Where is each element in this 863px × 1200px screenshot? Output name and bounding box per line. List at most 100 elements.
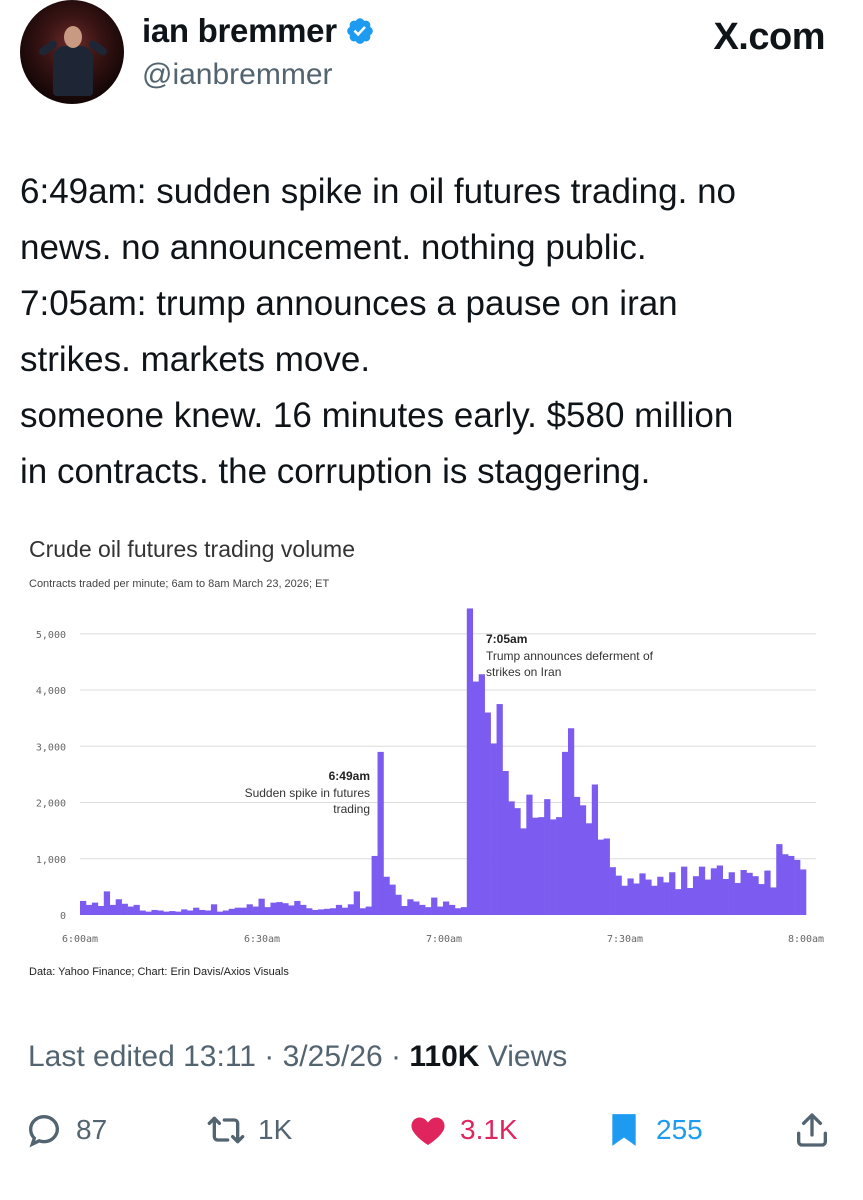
bar — [359, 908, 366, 915]
chart-source: Data: Yahoo Finance; Chart: Erin Davis/A… — [29, 966, 289, 978]
bar — [377, 751, 384, 916]
bar — [204, 910, 212, 915]
bar — [216, 911, 224, 916]
share-button[interactable] — [792, 1110, 832, 1150]
bar — [484, 712, 491, 915]
bar — [615, 875, 622, 916]
bar — [353, 891, 360, 916]
tweet-line: 7:05am: trump announces a pause on iran — [20, 284, 678, 323]
y-tick-label: 3,000 — [36, 742, 66, 753]
bar — [746, 872, 753, 915]
tweet-meta: Last edited 13:11 · 3/25/26 · 110K Views — [28, 1040, 567, 1074]
verified-badge-icon — [346, 18, 373, 44]
bar — [121, 903, 128, 915]
bar — [240, 907, 247, 915]
bar — [520, 828, 527, 916]
bar — [288, 905, 295, 915]
bar — [490, 743, 497, 915]
author-handle[interactable]: @ianbremmer — [142, 58, 333, 91]
tweet-line: 6:49am: sudden spike in oil futures trad… — [20, 172, 736, 211]
bar — [425, 907, 432, 916]
bar — [782, 854, 789, 915]
bar — [395, 894, 402, 915]
bar — [91, 902, 99, 916]
annotation-text: Trump announces deferment of — [486, 649, 654, 663]
annotation-time: 6:49am — [329, 769, 370, 783]
bar — [508, 801, 515, 916]
y-tick-label: 1,000 — [36, 855, 66, 866]
bar — [764, 870, 771, 915]
views-count: 110K — [409, 1040, 480, 1073]
bookmark-count: 255 — [656, 1114, 703, 1145]
volume-bar-chart: 0 1,000 2,000 3,000 4,000 5,000 6:00am 6:30am 7:… — [36, 608, 824, 945]
like-count: 3.1K — [460, 1114, 518, 1145]
bar — [794, 859, 801, 916]
bar — [127, 906, 134, 915]
bar — [306, 908, 313, 915]
bar — [222, 910, 230, 915]
action-bar: 87 1K 3.1K 255 — [20, 1110, 843, 1170]
y-tick-label: 5,000 — [36, 630, 66, 641]
bar — [669, 872, 676, 915]
author-name-row: ian bremmer — [142, 12, 375, 50]
bar — [657, 876, 664, 915]
tweet-line: in contracts. the corruption is staggeri… — [20, 452, 651, 491]
tweet-text: 6:49am: sudden spike in oil futures trad… — [20, 164, 850, 500]
views-label: Views — [479, 1040, 568, 1073]
tweet-header: ian bremmer @ianbremmer X.com — [20, 0, 843, 110]
author-name[interactable]: ian bremmer — [142, 12, 337, 49]
tweet-line: strikes. markets move. — [20, 340, 371, 379]
bar — [407, 899, 414, 915]
annotation-text: strikes on Iran — [486, 665, 561, 679]
bar — [401, 906, 408, 915]
bar — [496, 704, 503, 915]
avatar[interactable] — [20, 0, 124, 104]
bar — [514, 808, 521, 916]
bar — [329, 908, 337, 915]
bar — [645, 879, 652, 915]
x-tick-label: 7:30am — [607, 934, 643, 945]
bar — [770, 887, 777, 915]
bar — [169, 911, 176, 915]
bar — [323, 908, 331, 915]
bar — [181, 909, 188, 916]
annotation-text: trading — [333, 802, 370, 816]
bar — [466, 608, 474, 915]
repost-button[interactable]: 1K — [206, 1110, 292, 1150]
bar — [758, 884, 765, 915]
bar — [710, 868, 718, 915]
bar — [199, 909, 206, 915]
bar — [776, 844, 783, 916]
bar — [550, 819, 557, 916]
bar — [788, 855, 795, 915]
reply-count: 87 — [76, 1114, 108, 1145]
bar — [567, 728, 575, 915]
repost-icon — [207, 1116, 245, 1144]
bar — [454, 908, 462, 915]
bar — [109, 904, 116, 916]
bar — [300, 904, 307, 916]
chart-image[interactable]: Crude oil futures trading volume Contrac… — [20, 520, 843, 990]
bar — [80, 900, 87, 915]
bar — [681, 866, 688, 916]
bar — [228, 908, 236, 915]
bookmark-button[interactable]: 255 — [604, 1110, 703, 1150]
like-button[interactable]: 3.1K — [408, 1110, 518, 1150]
bar — [704, 879, 712, 915]
bar — [562, 751, 569, 916]
bar — [698, 866, 706, 916]
bar — [556, 817, 563, 916]
annotation-text: Sudden spike in futures — [245, 786, 370, 800]
reply-button[interactable]: 87 — [24, 1110, 107, 1150]
bar — [686, 888, 694, 915]
bar — [210, 904, 218, 915]
edited-timestamp[interactable]: Last edited 13:11 · 3/25/26 · — [28, 1040, 410, 1073]
bar — [163, 911, 170, 916]
bar — [151, 909, 158, 915]
bar — [157, 910, 164, 915]
bar — [532, 817, 539, 915]
x-tick-label: 8:00am — [788, 934, 824, 945]
bar — [443, 901, 450, 915]
bar — [633, 883, 640, 915]
bar — [341, 907, 349, 915]
